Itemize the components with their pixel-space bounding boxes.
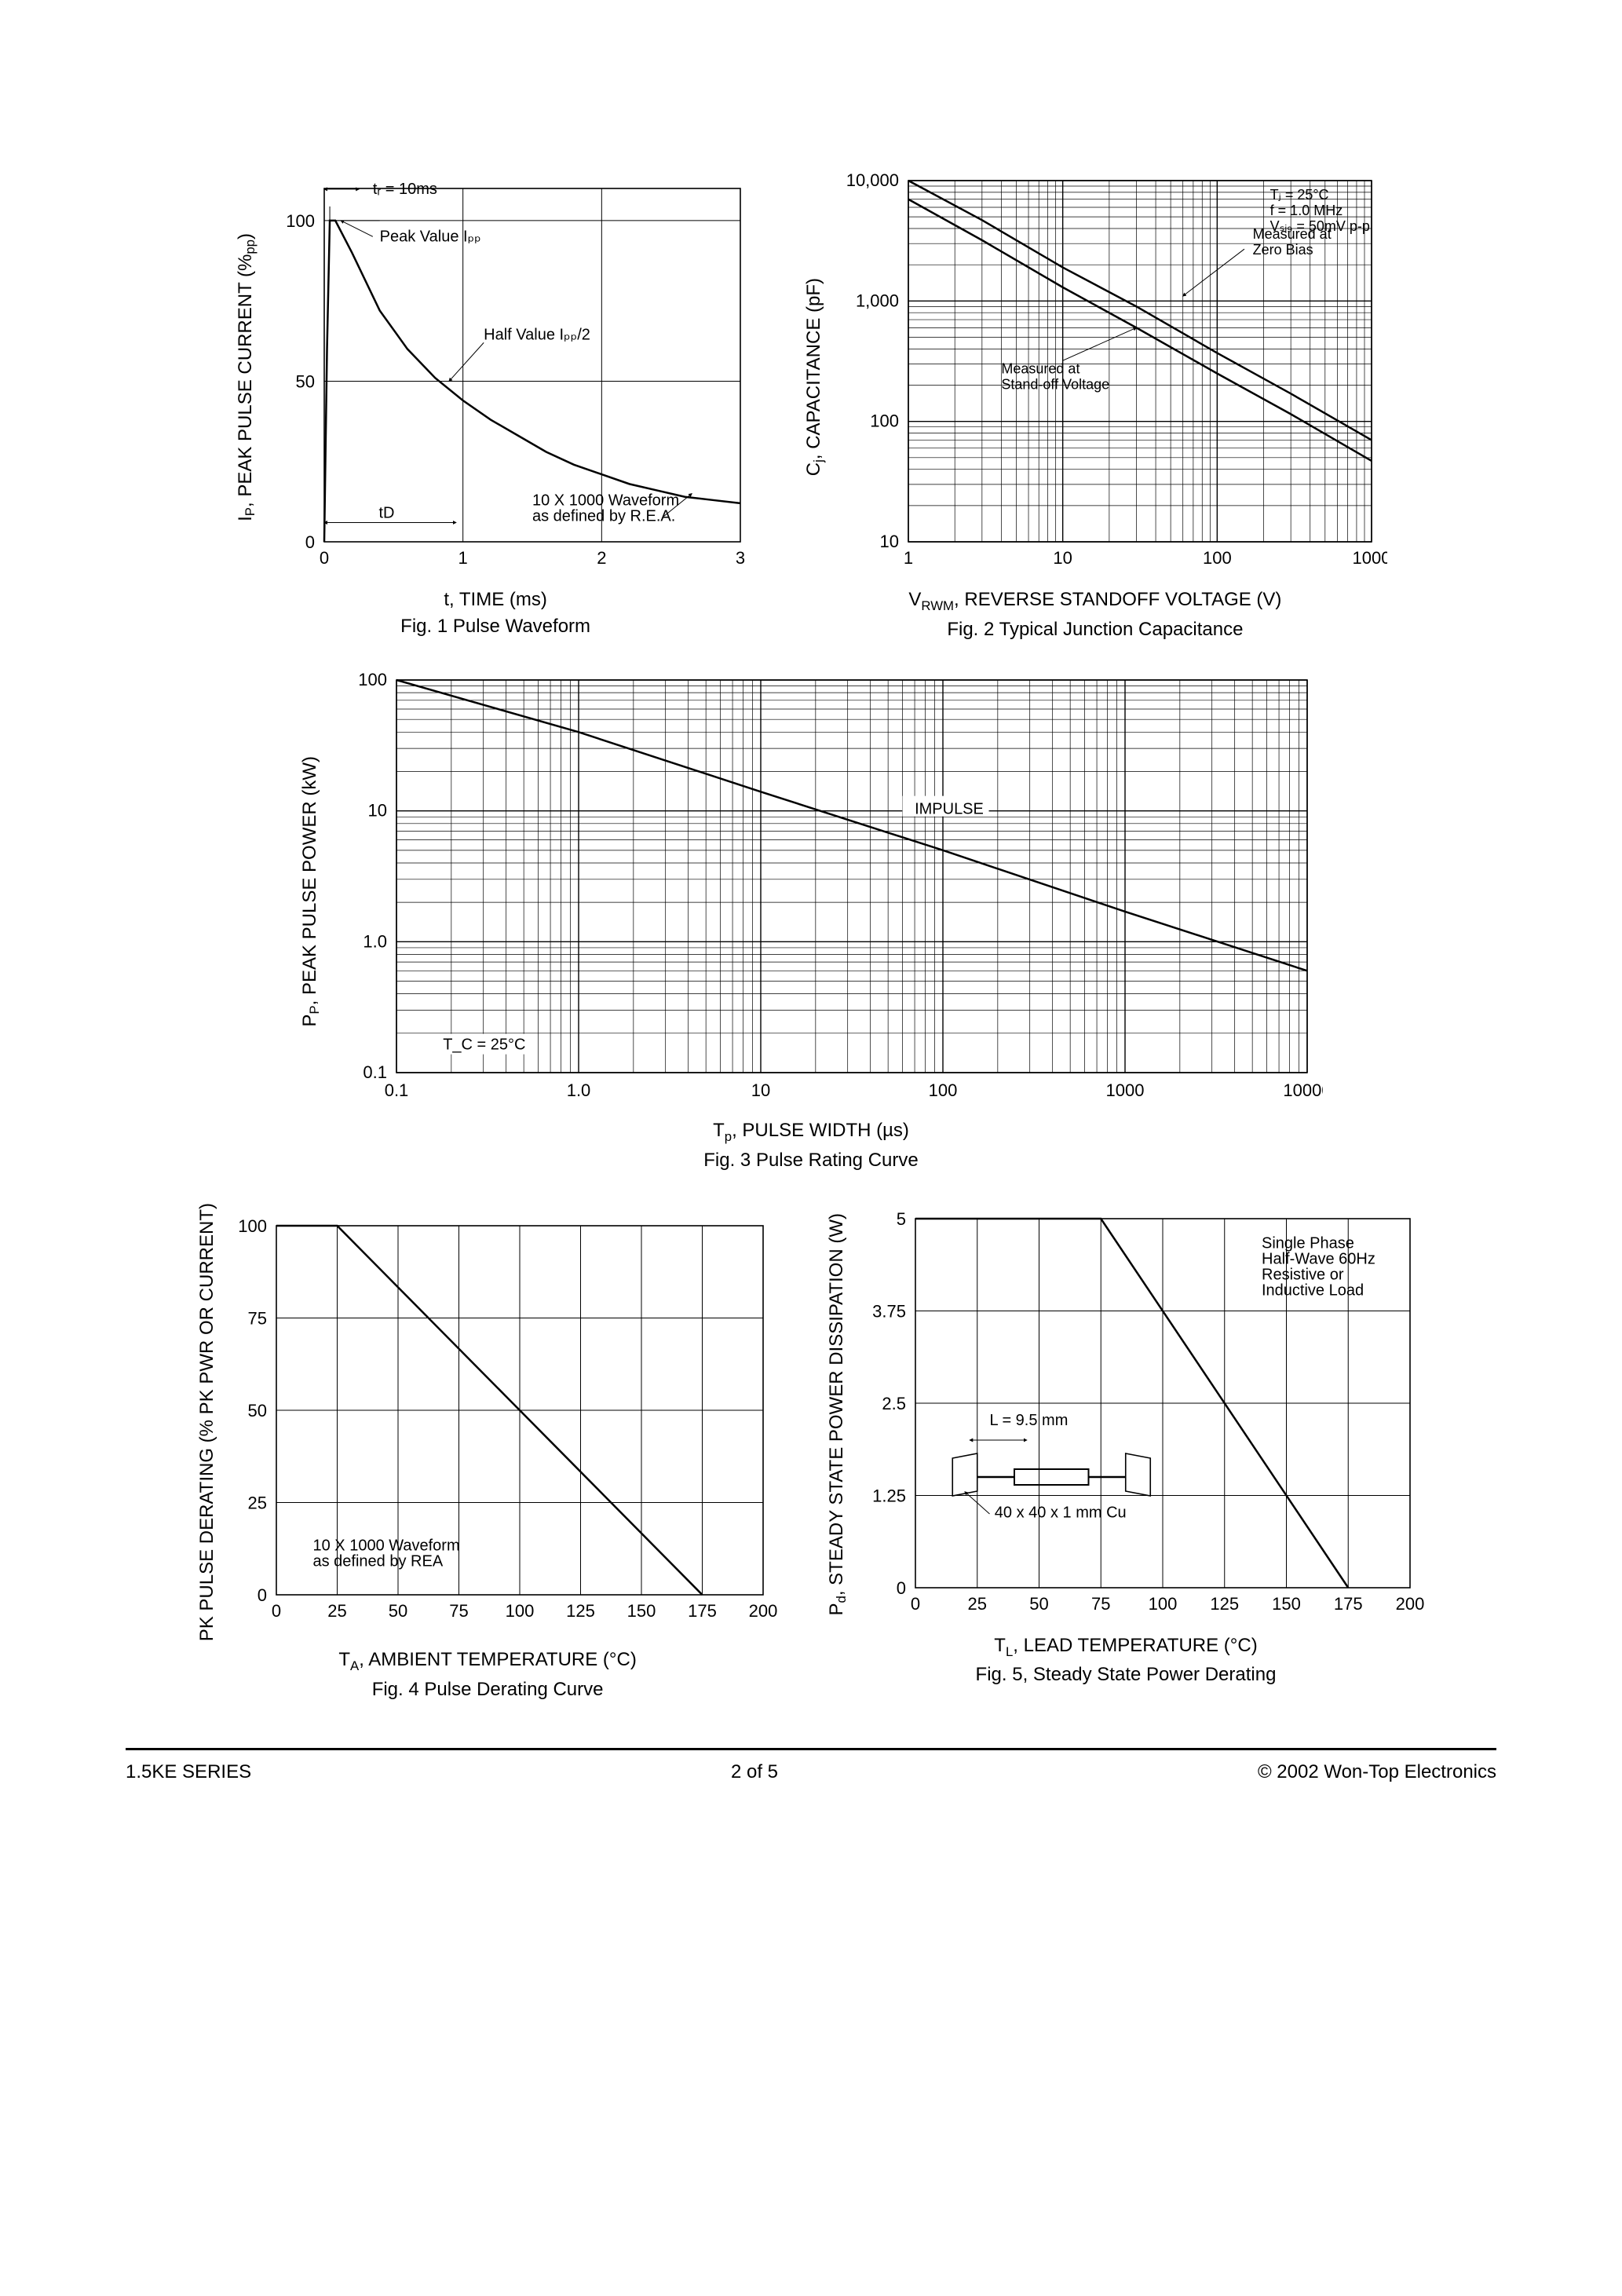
svg-text:0: 0	[272, 1601, 281, 1621]
svg-text:2: 2	[597, 548, 606, 568]
footer-series: 1.5KE SERIES	[126, 1761, 251, 1783]
footer-copyright: © 2002 Won-Top Electronics	[1258, 1761, 1496, 1783]
fig2-caption: Fig. 2 Typical Junction Capacitance	[947, 619, 1243, 641]
svg-text:1: 1	[904, 548, 913, 568]
row-mid: PP, PEAK PULSE POWER (kW) 0.11.010100100…	[126, 672, 1496, 1172]
svg-text:2.5: 2.5	[882, 1394, 906, 1413]
fig5-ylabel: Pd, STEADY STATE POWER DISSIPATION (W)	[826, 1213, 849, 1616]
fig5-xlabel: TL, LEAD TEMPERATURE (°C)	[994, 1635, 1257, 1660]
svg-text:100: 100	[286, 211, 315, 231]
svg-text:0: 0	[911, 1594, 920, 1614]
svg-text:150: 150	[1272, 1594, 1301, 1614]
svg-text:100: 100	[358, 672, 387, 689]
svg-text:3.75: 3.75	[872, 1301, 906, 1321]
page-footer: 1.5KE SERIES 2 of 5 © 2002 Won-Top Elect…	[126, 1748, 1496, 1783]
svg-text:100: 100	[238, 1216, 267, 1236]
svg-text:10: 10	[367, 800, 386, 820]
svg-text:175: 175	[1334, 1594, 1363, 1614]
fig3-xlabel: Tp, PULSE WIDTH (µs)	[713, 1120, 909, 1145]
fig3-chart: 0.1 1.0 10 100 1000 10000 0.1 1.0 10 100 IMPULSE T_…	[334, 672, 1323, 1112]
svg-text:200: 200	[749, 1601, 778, 1621]
svg-text:25: 25	[327, 1601, 346, 1621]
svg-text:100: 100	[870, 411, 899, 431]
svg-text:10: 10	[879, 532, 898, 551]
svg-text:1000: 1000	[1352, 548, 1386, 568]
svg-text:1.0: 1.0	[363, 931, 387, 951]
svg-text:75: 75	[248, 1308, 267, 1328]
fig1-xlabel: t, TIME (ms)	[444, 589, 547, 611]
svg-text:Measured atZero Bias: Measured atZero Bias	[1252, 226, 1331, 258]
svg-text:100: 100	[1203, 548, 1232, 568]
fig1-ylabel: IP, PEAK PULSE CURRENT (%pp)	[235, 233, 258, 521]
svg-text:Half Value Iₚₚ/2: Half Value Iₚₚ/2	[484, 326, 590, 343]
svg-text:10: 10	[1053, 548, 1072, 568]
svg-text:0: 0	[320, 548, 329, 568]
svg-text:175: 175	[688, 1601, 717, 1621]
svg-text:25: 25	[248, 1493, 267, 1512]
svg-text:10000: 10000	[1283, 1080, 1323, 1100]
fig3-caption: Fig. 3 Pulse Rating Curve	[703, 1150, 918, 1172]
fig4-ylabel: PK PULSE DERATING (% PK PWR OR CURRENT)	[196, 1203, 218, 1641]
svg-text:1.25: 1.25	[872, 1486, 906, 1505]
fig3-ylabel: PP, PEAK PULSE POWER (kW)	[299, 756, 323, 1027]
svg-text:25: 25	[967, 1594, 986, 1614]
svg-text:0: 0	[897, 1578, 906, 1598]
svg-text:1: 1	[458, 548, 468, 568]
svg-text:Measured atStand-off Voltage: Measured atStand-off Voltage	[1001, 361, 1109, 393]
svg-text:200: 200	[1396, 1594, 1425, 1614]
svg-text:50: 50	[389, 1601, 407, 1621]
svg-text:tᵣ = 10ms: tᵣ = 10ms	[373, 181, 437, 198]
svg-text:10 X 1000 Waveformas defined b: 10 X 1000 Waveformas defined by R.E.A.	[532, 492, 679, 525]
svg-text:10 X 1000 Waveformas defined b: 10 X 1000 Waveformas defined by REA	[313, 1537, 460, 1570]
svg-text:125: 125	[566, 1601, 595, 1621]
svg-text:75: 75	[1091, 1594, 1110, 1614]
svg-text:1,000: 1,000	[856, 291, 899, 310]
svg-text:tD: tD	[379, 504, 395, 521]
fig2-chart: 1101001000101001,00010,000Tⱼ = 25°Cf = 1…	[838, 173, 1387, 581]
svg-text:100: 100	[929, 1080, 958, 1100]
svg-text:125: 125	[1210, 1594, 1239, 1614]
svg-text:1.0: 1.0	[567, 1080, 591, 1100]
figure-3: PP, PEAK PULSE POWER (kW) 0.11.010100100…	[299, 672, 1323, 1172]
figure-5: Pd, STEADY STATE POWER DISSIPATION (W) 0…	[826, 1203, 1426, 1701]
fig1-caption: Fig. 1 Pulse Waveform	[400, 616, 590, 638]
svg-text:10,000: 10,000	[846, 173, 899, 190]
svg-text:50: 50	[296, 371, 315, 391]
footer-page-number: 2 of 5	[731, 1761, 778, 1783]
fig4-chart: 0 25 50 75 100 125 150 175 200 0 25 50 75 100 10 X 100…	[229, 1210, 779, 1634]
figure-2: Cj, CAPACITANCE (pF) 1 10 100 1000 10 100 1,00…	[803, 173, 1387, 641]
svg-text:10: 10	[751, 1080, 770, 1100]
svg-text:0.1: 0.1	[363, 1062, 387, 1082]
svg-text:50: 50	[1029, 1594, 1048, 1614]
svg-text:0: 0	[305, 532, 315, 552]
fig5-chart: 0 25 50 75 100 125 150 175 200 0 1.25 2.5 3.75 5 Singl…	[860, 1203, 1426, 1627]
fig5-caption: Fig. 5, Steady State Power Derating	[976, 1664, 1277, 1686]
fig2-ylabel: Cj, CAPACITANCE (pF)	[803, 278, 827, 476]
fig4-caption: Fig. 4 Pulse Derating Curve	[372, 1679, 604, 1701]
fig2-xlabel: VRWM, REVERSE STANDOFF VOLTAGE (V)	[908, 589, 1281, 614]
figure-1: IP, PEAK PULSE CURRENT (%pp) 0 1 2 3 0 50 100 t…	[235, 173, 756, 641]
svg-text:5: 5	[897, 1209, 906, 1229]
svg-text:3: 3	[736, 548, 745, 568]
svg-text:40 x 40 x 1 mm Cu: 40 x 40 x 1 mm Cu	[995, 1504, 1127, 1521]
figure-4: PK PULSE DERATING (% PK PWR OR CURRENT) …	[196, 1203, 779, 1701]
svg-text:1000: 1000	[1105, 1080, 1144, 1100]
svg-text:75: 75	[449, 1601, 468, 1621]
svg-text:100: 100	[506, 1601, 535, 1621]
svg-text:0: 0	[258, 1585, 267, 1605]
svg-text:0.1: 0.1	[385, 1080, 409, 1100]
svg-text:T_C = 25°C: T_C = 25°C	[443, 1036, 525, 1053]
svg-text:150: 150	[627, 1601, 656, 1621]
datasheet-page: IP, PEAK PULSE CURRENT (%pp) 0123050100t…	[126, 173, 1496, 1783]
svg-text:Peak Value Iₚₚ: Peak Value Iₚₚ	[380, 228, 481, 245]
svg-text:100: 100	[1149, 1594, 1178, 1614]
row-bottom: PK PULSE DERATING (% PK PWR OR CURRENT) …	[126, 1203, 1496, 1701]
fig4-xlabel: TA, AMBIENT TEMPERATURE (°C)	[338, 1649, 637, 1674]
row-top: IP, PEAK PULSE CURRENT (%pp) 0 1 2 3 0 50 100 t…	[126, 173, 1496, 641]
svg-text:L = 9.5 mm: L = 9.5 mm	[989, 1412, 1068, 1429]
svg-text:50: 50	[248, 1401, 267, 1420]
svg-text:Single PhaseHalf-Wave 60HzResi: Single PhaseHalf-Wave 60HzResistive orIn…	[1262, 1234, 1375, 1299]
svg-text:IMPULSE: IMPULSE	[915, 800, 984, 817]
fig1-chart: 0 1 2 3 0 50 100 tᵣ = 10ms Peak Value Iₚₚ Half Va…	[269, 173, 756, 581]
